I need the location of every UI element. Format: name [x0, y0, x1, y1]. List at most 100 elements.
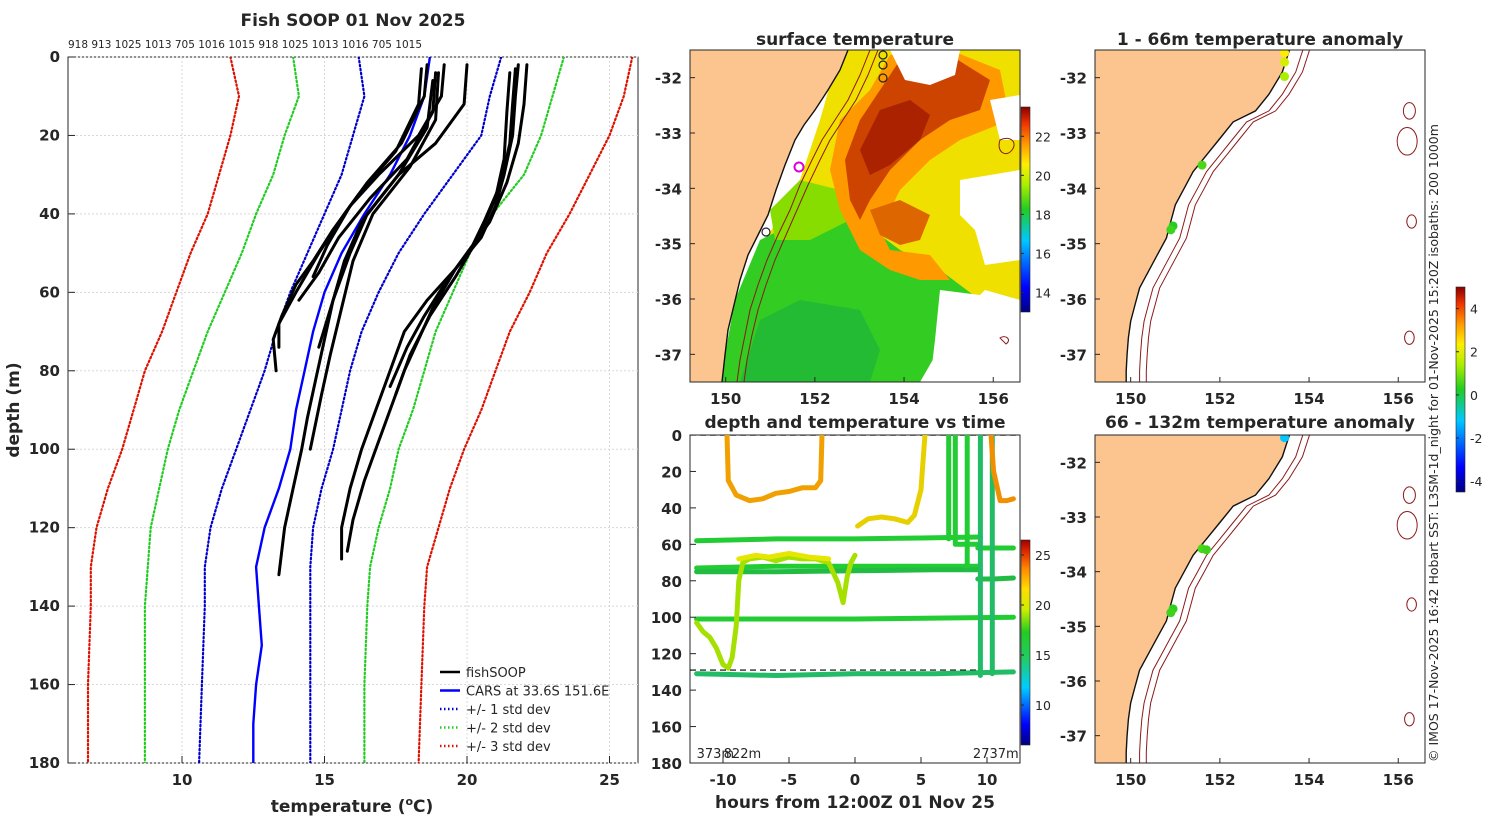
anomaly-bottom-seamount [1406, 597, 1417, 612]
anomaly-top-point [1280, 72, 1290, 82]
anomaly-top-xtick-label: 154 [1293, 390, 1324, 408]
depth-time-warm-track [736, 550, 832, 562]
sst-map-ticks: 150 152 154 156 -32 -33 -34 -35 -36 -37 [655, 70, 1009, 408]
anomaly-bottom-ytick-label: -33 [1060, 509, 1087, 527]
depth-time-colorbar-ticks: 10 15 20 25 [1021, 548, 1051, 713]
depth-time-ytick-label: 40 [661, 500, 682, 518]
profile-ticks: 10 15 20 25 0 20 40 60 80 100 120 140 160 180 [29, 48, 620, 789]
anomaly-top-ytick-label: -33 [1060, 125, 1087, 143]
sst-map-xtick-label: 154 [888, 390, 919, 408]
profile-xtick-label: 15 [314, 771, 335, 789]
anomaly-colorbar-tick-label: 2 [1470, 345, 1478, 360]
profile-title: Fish SOOP 01 Nov 2025 [241, 11, 466, 31]
sst-map-ytick-label: -35 [655, 236, 682, 254]
sst-colorbar-tick-label: 18 [1035, 207, 1051, 222]
anomaly-bottom-ytick-label: -34 [1060, 564, 1087, 582]
anomaly-top-seamount [1406, 214, 1417, 229]
fishsoop-profile-line [388, 63, 529, 388]
depth-time-ytick-label: 0 [672, 427, 682, 445]
anomaly-bottom-land [1095, 435, 1290, 763]
legend-label: +/- 2 std dev [466, 722, 551, 737]
anomaly-bottom-xtick-label: 150 [1115, 771, 1146, 789]
anomaly-top-isobath [1145, 50, 1311, 382]
profile-ytick-label: 20 [39, 126, 60, 144]
depth-time-track [694, 534, 983, 544]
profile-panel: Fish SOOP 01 Nov 2025 918 913 1025 1013 … [4, 11, 639, 817]
profile-ytick-label: 180 [29, 754, 60, 772]
profile-ylabel: depth (m) [4, 362, 24, 457]
depth-time-bottom-label: 822m [724, 747, 761, 762]
anomaly-bottom-ytick-label: -32 [1060, 454, 1087, 472]
sst-colorbar [1020, 106, 1031, 313]
anomaly-bottom-seamount [1396, 510, 1418, 540]
profile-ytick-label: 60 [39, 283, 60, 301]
depth-time-colorbar-tick-label: 25 [1035, 548, 1051, 563]
anomaly-bottom-seamount [1404, 712, 1415, 727]
anomaly-top-xtick-label: 156 [1383, 390, 1414, 408]
depth-time-warm-track [855, 435, 928, 529]
anomaly-colorbar-tick-label: -4 [1470, 474, 1483, 489]
anomaly-colorbar-tick-label: 4 [1470, 302, 1478, 317]
anomaly-top-xtick-label: 150 [1115, 390, 1146, 408]
anomaly-colorbar-tick-label: 0 [1470, 388, 1478, 403]
depth-time-xlabel: hours from 12:00Z 01 Nov 25 [715, 793, 995, 813]
profile-ytick-label: 100 [29, 440, 60, 458]
fishsoop-profile-line [311, 63, 446, 279]
anomaly-bottom-ytick-label: -36 [1060, 673, 1087, 691]
legend-label: fishSOOP [466, 666, 526, 681]
depth-time-track [694, 669, 1016, 678]
anomaly-top-point [1166, 225, 1176, 235]
depth-time-ytick-label: 100 [651, 609, 682, 627]
depth-time-colorbar-tick-label: 10 [1035, 698, 1051, 713]
anomaly-colorbar [1455, 286, 1466, 493]
anomaly-top-seamount [1402, 102, 1416, 120]
profile-xtick-label: 20 [457, 771, 478, 789]
anomaly-top-ytick-label: -37 [1060, 346, 1087, 364]
anomaly-bottom-ticks: 150 152 154 156 -32 -33 -34 -35 -36 -37 [1060, 454, 1414, 789]
anomaly-bottom-panel: 66 - 132m temperature anomaly 150 152 154 1… [1060, 413, 1426, 789]
depth-time-panel: depth and temperature vs time -10 -5 0 5 100… [651, 413, 1051, 813]
anomaly-bottom-xtick-label: 152 [1204, 771, 1235, 789]
std1-plus-line [309, 57, 503, 763]
anomaly-bottom-xtick-label: 156 [1383, 771, 1414, 789]
legend-label: +/- 3 std dev [466, 740, 551, 755]
depth-time-track [694, 567, 981, 575]
anomaly-top-ytick-label: -36 [1060, 291, 1087, 309]
fishsoop-profile-line [394, 67, 517, 396]
sst-field [690, 50, 1020, 382]
sst-map-ytick-label: -36 [655, 291, 682, 309]
profile-ytick-label: 140 [29, 597, 60, 615]
depth-time-track [694, 563, 981, 571]
profile-xlabel: temperature (oC) [271, 795, 434, 817]
depth-time-track [694, 614, 1016, 622]
anomaly-bottom-isobath [1139, 435, 1304, 763]
std2-plus-line [363, 57, 565, 763]
depth-time-colorbar [1020, 539, 1031, 746]
profile-axes-box [67, 56, 639, 764]
depth-time-warm-track [694, 552, 858, 671]
profile-ytick-label: 120 [29, 519, 60, 537]
depth-time-marks [690, 435, 1020, 678]
depth-time-ytick-label: 160 [651, 719, 682, 737]
sst-map-ytick-label: -32 [655, 70, 682, 88]
anomaly-top-land [1095, 50, 1290, 382]
depth-time-ytick-label: 180 [651, 755, 682, 773]
profile-legend: fishSOOP CARS at 33.6S 151.6E +/- 1 std de… [440, 666, 609, 755]
sst-map-xtick-label: 150 [710, 390, 741, 408]
depth-time-title: depth and temperature vs time [705, 413, 1006, 433]
anomaly-top-xtick-label: 152 [1204, 390, 1235, 408]
depth-time-bottom-label: 373m [697, 747, 734, 762]
profile-xtick-label: 25 [599, 771, 620, 789]
anomaly-bottom-seamount [1402, 486, 1416, 504]
std2-minus-line [143, 57, 300, 763]
anomaly-colorbar-ticks: -4 -2 0 2 4 [1456, 302, 1483, 489]
sst-map-xtick-label: 156 [978, 390, 1009, 408]
sst-colorbar-tick-label: 14 [1035, 285, 1051, 300]
std3-minus-line [86, 57, 241, 763]
profile-ytick-label: 40 [39, 205, 60, 223]
profile-ytick-label: 80 [39, 362, 60, 380]
fishsoop-profile-line [271, 67, 423, 373]
